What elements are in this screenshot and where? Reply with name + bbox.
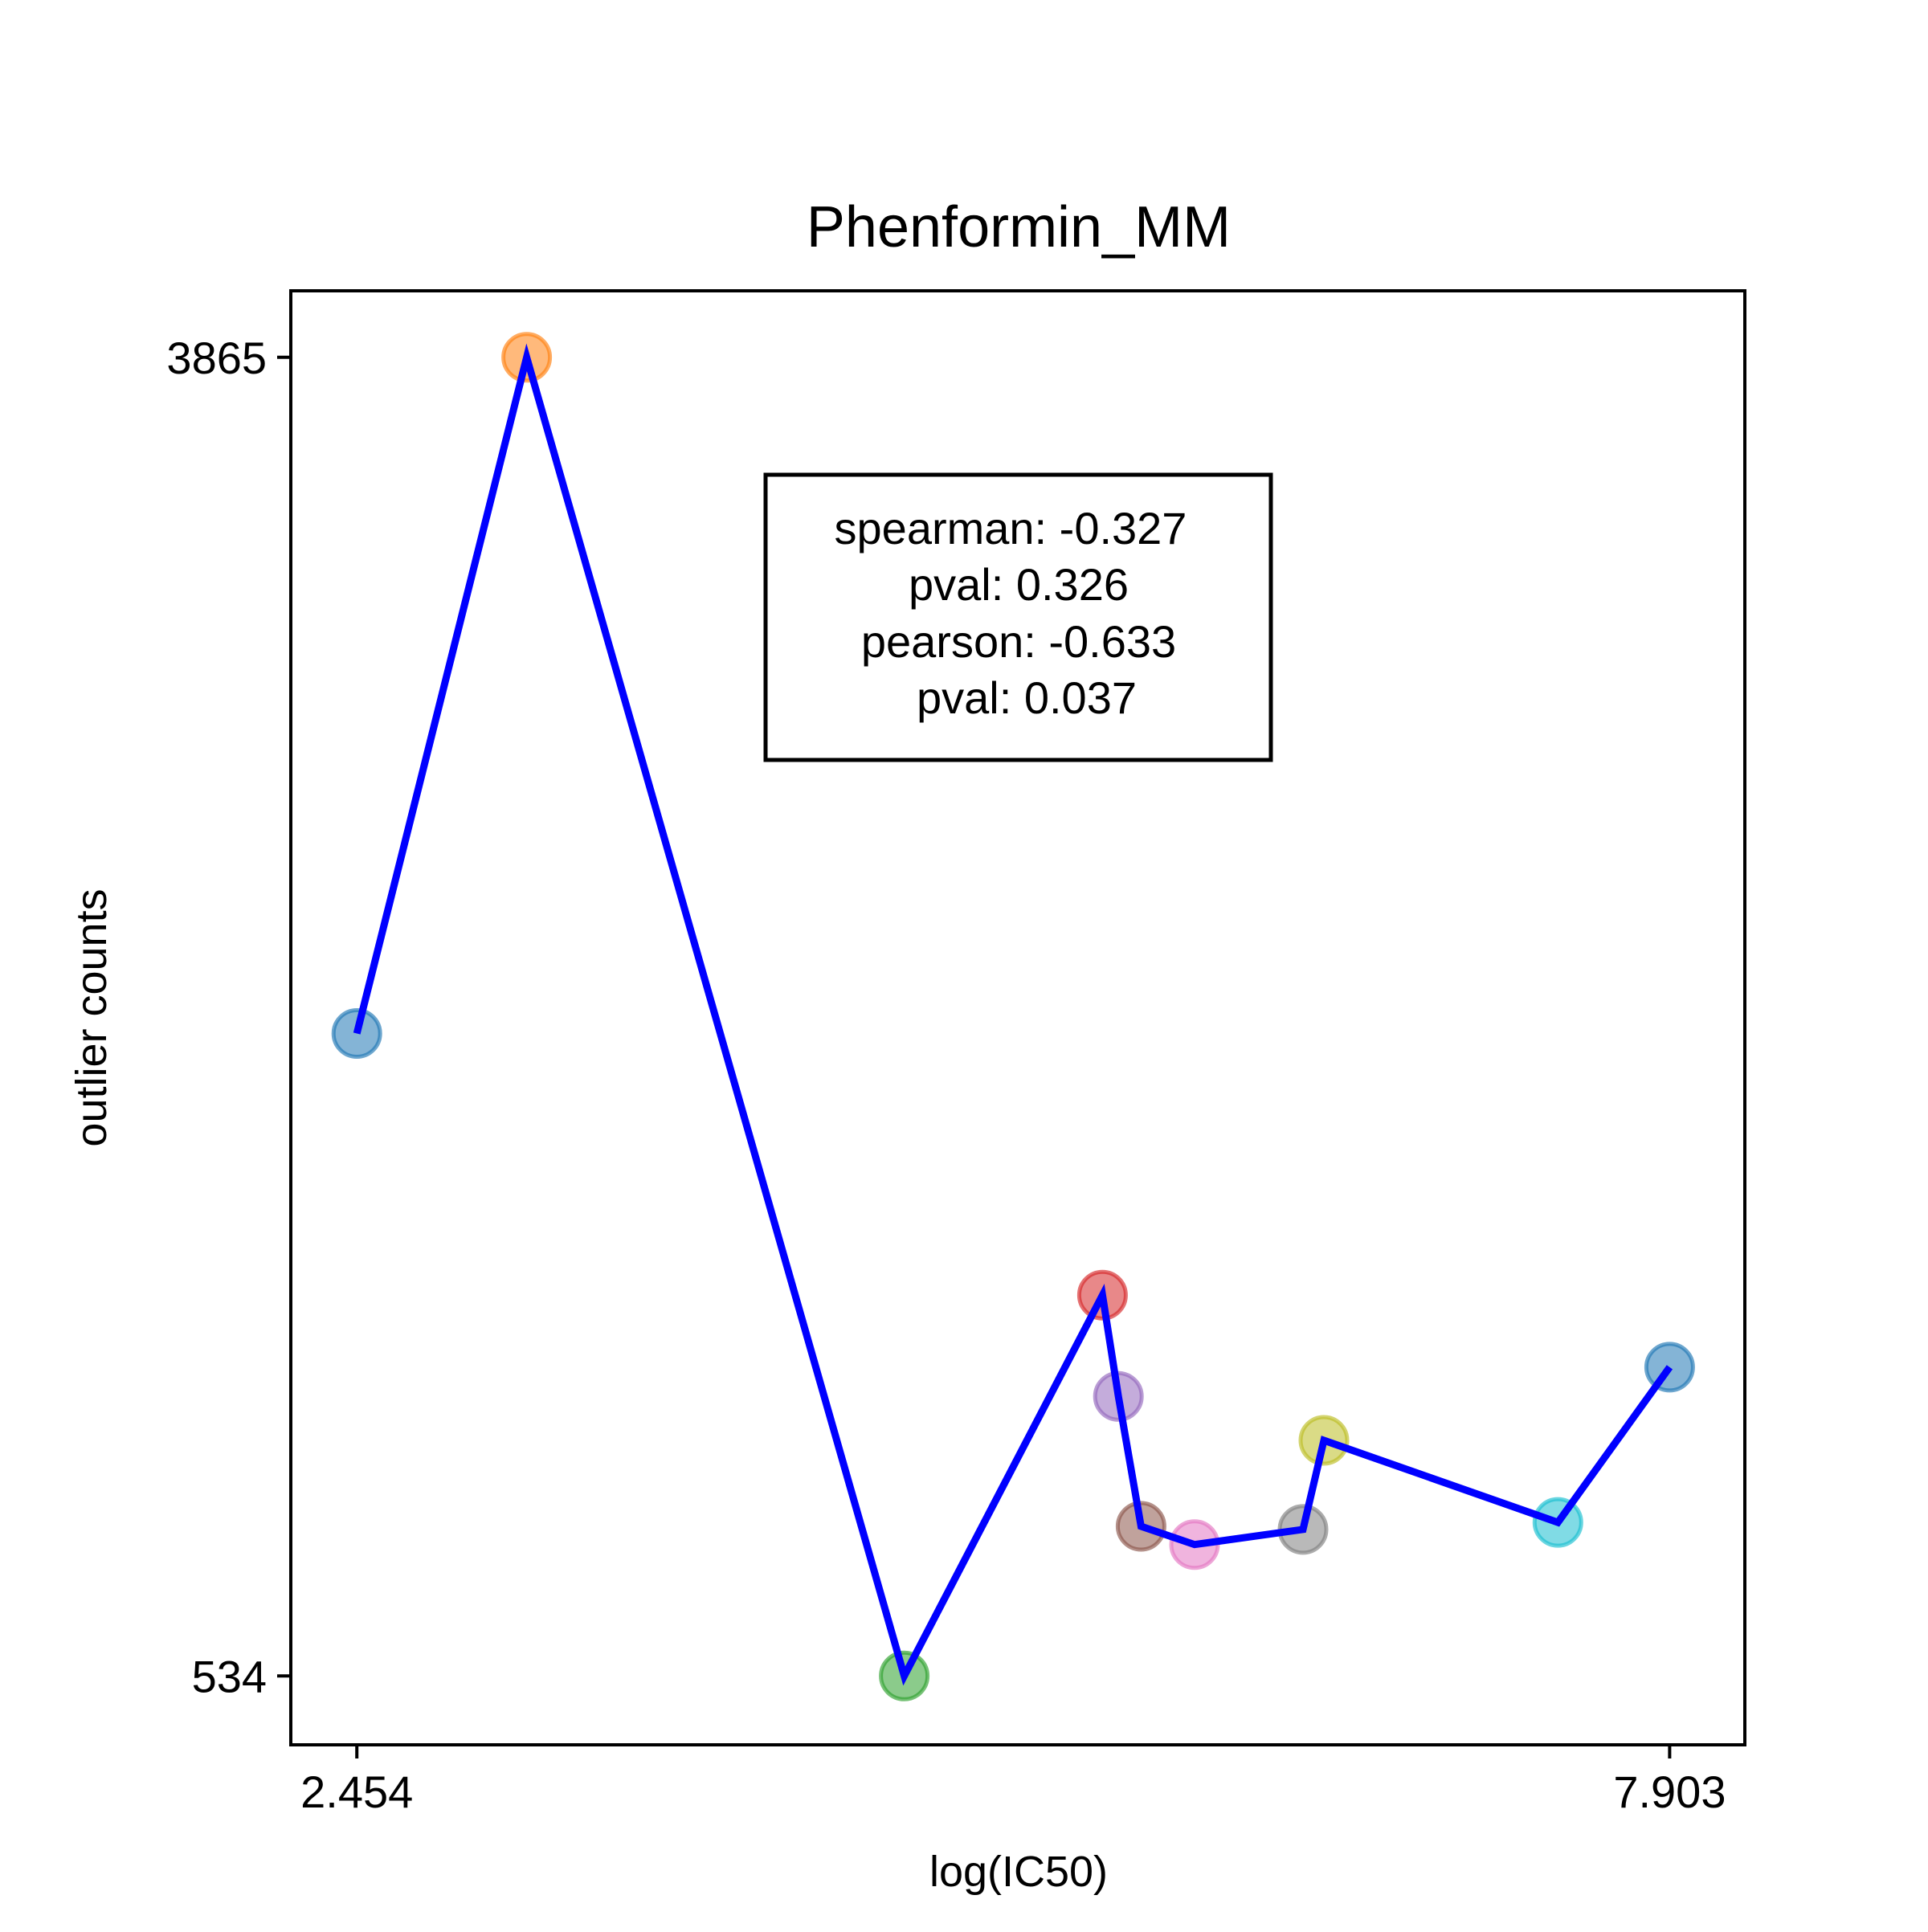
series-line bbox=[353, 343, 1673, 1686]
stats-annotation: spearman: -0.327 pval: 0.326 pearson: -0… bbox=[763, 472, 1273, 762]
y-tick-label-2: 3865 bbox=[166, 333, 267, 383]
stats-annotation-box bbox=[763, 472, 1273, 762]
stats-spearman-pval: pval: 0.326 bbox=[909, 559, 1129, 610]
x-tick-label-1: 2.454 bbox=[300, 1767, 413, 1817]
data-points-layer bbox=[331, 332, 1695, 1701]
chart-title: Phenformin_MM bbox=[807, 195, 1231, 259]
x-tick-label-2: 7.903 bbox=[1613, 1767, 1726, 1817]
stats-spearman: spearman: -0.327 bbox=[835, 503, 1187, 553]
stats-pearson-pval: pval: 0.037 bbox=[917, 672, 1137, 723]
plot-area-frame bbox=[289, 289, 1746, 1746]
axes-layer bbox=[289, 289, 1746, 1746]
y-ticks: 534 3865 bbox=[166, 333, 291, 1701]
y-tick-label-1: 534 bbox=[192, 1651, 267, 1701]
series-line-layer bbox=[353, 343, 1673, 1686]
x-axis-label: log(IC50) bbox=[929, 1848, 1108, 1896]
y-axis-label: outlier counts bbox=[67, 888, 116, 1146]
stats-pearson: pearson: -0.633 bbox=[861, 616, 1176, 667]
x-ticks: 2.454 7.903 bbox=[300, 1745, 1726, 1817]
